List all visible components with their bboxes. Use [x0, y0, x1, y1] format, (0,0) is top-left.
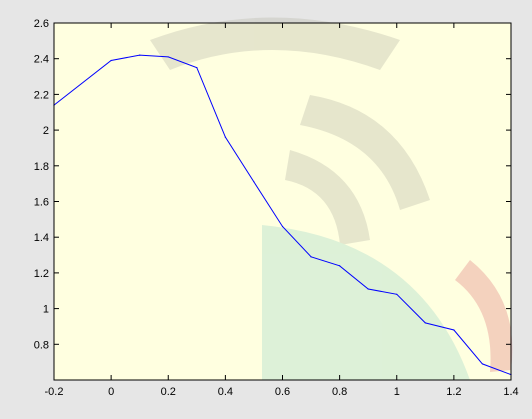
y-tick-label: 1.4 — [34, 232, 49, 244]
plot-frame — [53, 22, 512, 381]
series-layer — [53, 54, 512, 376]
data-point — [281, 225, 284, 228]
data-point — [224, 136, 226, 138]
y-tick-label: 1.2 — [34, 268, 49, 280]
data-point — [196, 67, 198, 69]
data-point — [167, 56, 169, 58]
y-tick-label: 1 — [43, 304, 49, 316]
data-point — [110, 59, 112, 62]
data-point — [339, 265, 341, 267]
x-tick-label: 1.2 — [446, 386, 461, 398]
y-tick-label: 1.8 — [34, 161, 49, 173]
data-point — [310, 256, 312, 258]
axis-tick-labels: -0.2 0 0.2 0.4 0.6 0.8 1 1.2 1.4 0.8 1 1.2 1.4 1.6 1.8… — [34, 18, 519, 398]
x-tick-label: -0.2 — [45, 386, 64, 398]
y-tick-label: 2.4 — [34, 54, 49, 66]
x-tick-label: 0.2 — [161, 386, 176, 398]
x-tick-label: 1 — [394, 386, 400, 398]
x-tick-label: 0 — [108, 386, 114, 398]
data-point — [396, 293, 398, 295]
data-point — [253, 181, 255, 183]
data-point — [139, 54, 141, 56]
data-point — [424, 322, 426, 324]
data-point — [453, 329, 455, 331]
x-tick-label: 0.4 — [218, 386, 233, 398]
plot-area — [54, 23, 511, 380]
x-tick-label: 1.4 — [503, 386, 518, 398]
y-tick-label: 2 — [43, 125, 49, 137]
data-point — [367, 288, 369, 290]
watermark-emblem — [150, 17, 513, 380]
series-line — [53, 54, 512, 376]
y-tick-label: 2.2 — [34, 89, 49, 101]
x-tick-label: 0.6 — [275, 386, 290, 398]
x-tick-label: 0.8 — [332, 386, 347, 398]
y-tick-label: 1.6 — [34, 197, 49, 209]
y-tick-label: 2.6 — [34, 18, 49, 30]
y-tick-label: 0.8 — [34, 339, 49, 351]
data-point — [481, 363, 484, 365]
